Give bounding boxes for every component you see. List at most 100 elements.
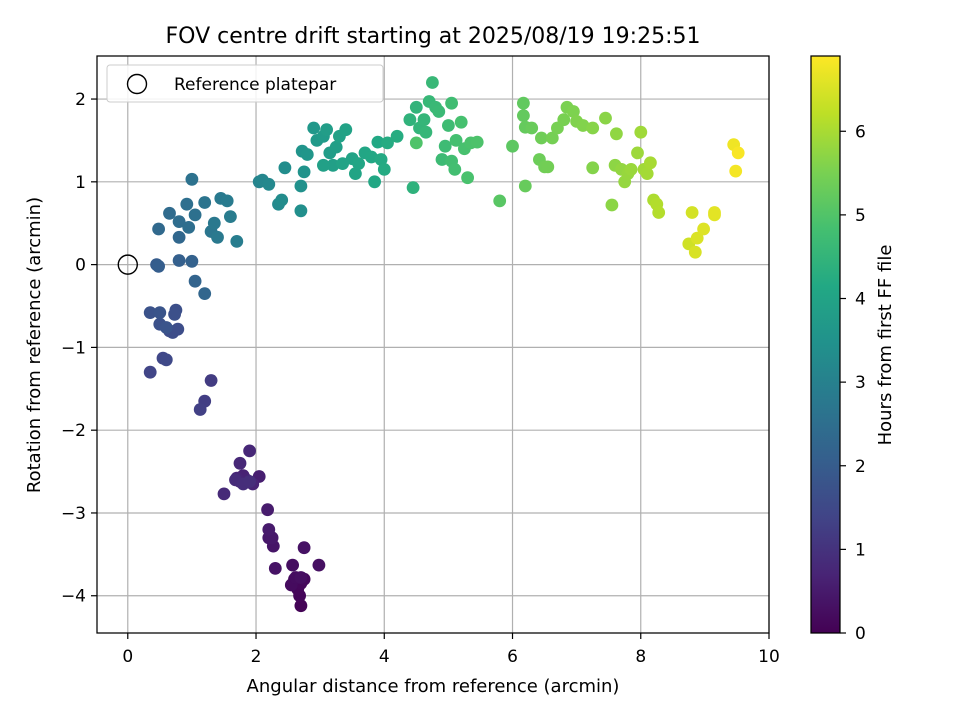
data-point [193,403,207,416]
data-point [352,157,365,171]
data-point [432,105,446,118]
data-point [163,206,176,220]
colorbar-tick-label: 1 [855,540,866,560]
data-point [224,210,237,224]
data-point [188,208,202,222]
data-point [243,444,256,458]
data-point [300,148,314,161]
data-point [518,179,532,193]
data-point [685,206,699,219]
data-point [294,179,308,193]
data-point [297,541,311,555]
data-point [461,171,474,185]
data-point [207,216,221,230]
data-point [731,146,745,160]
data-point [286,558,299,572]
x-axis-label: Angular distance from reference (arcmin) [247,676,620,697]
data-point [188,274,202,288]
data-point [172,215,186,229]
data-point [535,131,548,145]
data-point [329,140,343,154]
colorbar-tick-label: 6 [855,122,866,142]
data-point [374,153,388,166]
legend-marker [126,73,148,95]
grid [97,56,770,633]
data-point [644,156,657,170]
colorbar-tick-label: 3 [855,373,866,393]
data-point [275,193,289,207]
data-point [365,150,378,164]
data-point [493,194,507,208]
y-tick-label: −2 [61,421,86,441]
data-point [368,175,381,189]
data-point [409,136,423,150]
data-point [449,134,463,147]
data-point [153,306,167,319]
data-point [448,163,462,176]
data-point [634,125,648,139]
data-point [517,96,530,110]
data-point [586,161,600,175]
data-point [297,165,311,179]
data-point [409,100,423,114]
data-point [426,76,439,89]
data-point [217,487,231,501]
data-point [599,111,612,125]
plot-frame [96,55,770,634]
data-point [371,135,385,149]
colorbar [810,55,841,634]
colorbar-tick-label: 4 [855,290,866,310]
y-axis-label: Rotation from reference (arcmin) [24,197,45,493]
data-point [349,167,362,181]
data-point [261,503,274,517]
data-point [233,456,247,470]
x-tick-label: 2 [251,647,262,667]
y-tick-label: −1 [61,338,86,358]
data-points [143,76,745,613]
y-tick-label: 1 [75,173,86,193]
y-tick-label: −3 [61,504,86,524]
data-point [631,146,644,160]
data-point [438,139,452,153]
x-tick-label: 8 [635,647,646,667]
data-point [336,157,349,171]
data-point [640,167,654,181]
data-point [198,196,212,209]
data-point [624,163,638,176]
data-point [230,235,244,248]
data-point [326,158,340,172]
data-point [525,121,539,135]
data-point [506,139,519,153]
data-point [417,113,431,127]
x-tick-label: 0 [122,647,133,667]
data-point [652,206,666,219]
data-point [517,109,530,122]
data-point [541,160,555,174]
data-point [381,136,394,150]
data-point [204,374,218,387]
data-point [377,163,391,176]
colorbar-tick-label: 2 [855,457,866,477]
data-point [586,121,600,135]
data-point [294,204,308,218]
data-point [143,365,157,379]
data-point [729,164,743,178]
x-tick-label: 4 [379,647,390,667]
data-point [198,287,212,300]
legend-label: Reference platepar [174,75,336,95]
colorbar-label: Hours from first FF file [875,245,896,446]
data-point [294,599,308,613]
data-point [419,125,433,139]
data-point [445,96,458,110]
data-point [317,158,330,172]
data-point [406,181,420,195]
x-axis-ticks: 0 2 4 6 8 10 [122,633,780,667]
data-point [545,131,559,145]
data-point [262,177,276,191]
data-point [211,230,224,244]
data-point [470,135,484,149]
colorbar-tick-label: 0 [855,624,866,644]
x-tick-label: 6 [507,647,518,667]
data-point [320,123,333,137]
y-tick-label: −4 [61,587,86,607]
